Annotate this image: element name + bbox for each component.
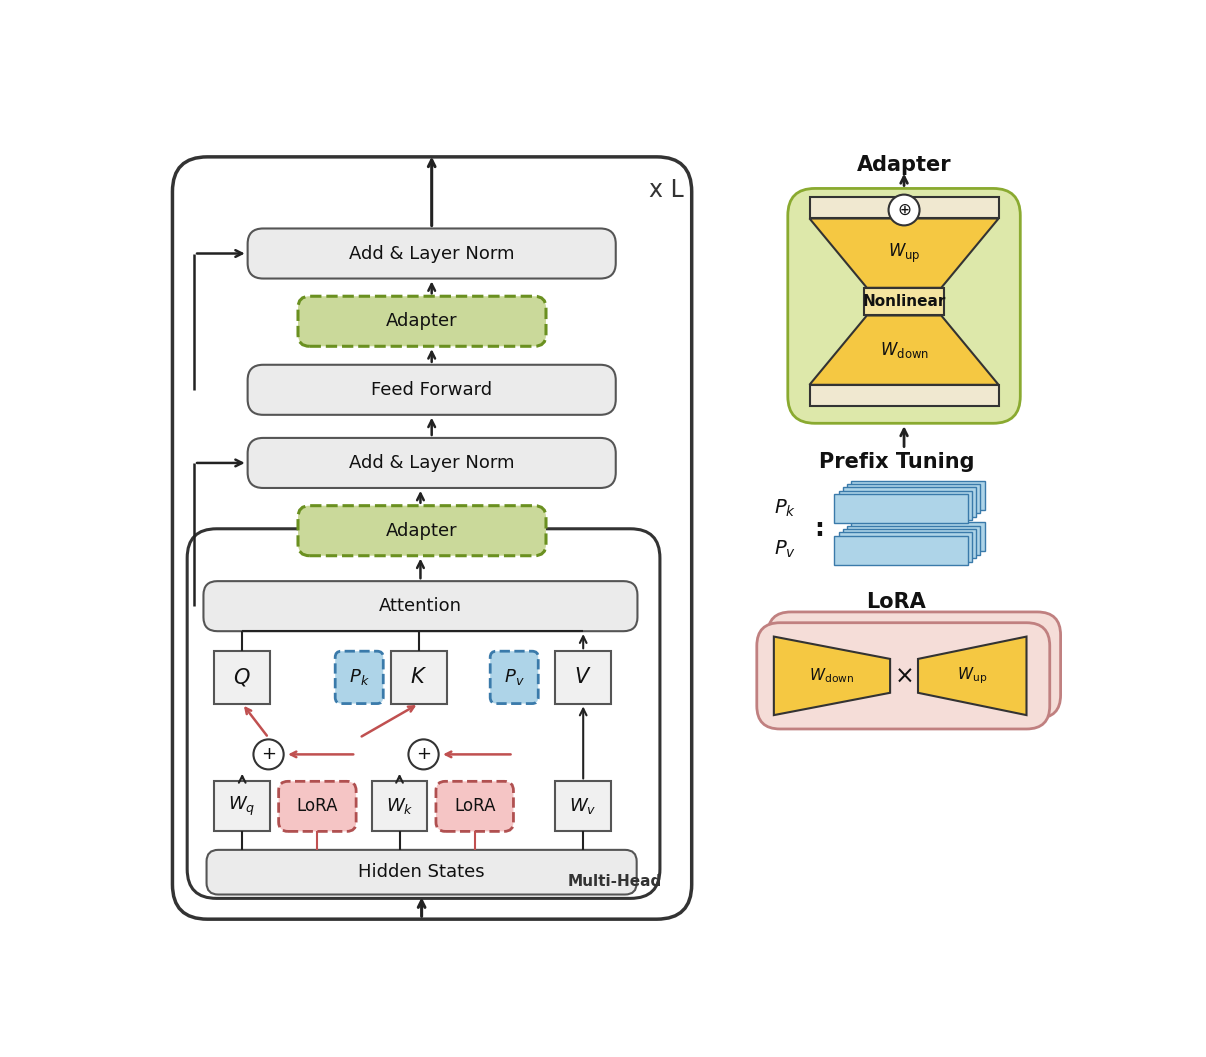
FancyBboxPatch shape xyxy=(555,781,611,832)
FancyBboxPatch shape xyxy=(809,197,999,219)
Text: $\times$: $\times$ xyxy=(894,664,913,688)
Text: $\mathbf{\it{W}}_v$: $\mathbf{\it{W}}_v$ xyxy=(569,796,597,816)
FancyBboxPatch shape xyxy=(391,651,446,704)
Text: $\mathbf{\it{K}}$: $\mathbf{\it{K}}$ xyxy=(410,667,427,687)
Text: $\mathbf{\it{Q}}$: $\mathbf{\it{Q}}$ xyxy=(234,666,251,688)
Text: $\mathbf{\it{W}}_k$: $\mathbf{\it{W}}_k$ xyxy=(386,796,414,816)
Polygon shape xyxy=(774,636,890,716)
Text: $\mathbf{\it{V}}$: $\mathbf{\it{V}}$ xyxy=(574,667,592,687)
Text: Add & Layer Norm: Add & Layer Norm xyxy=(349,453,515,471)
FancyBboxPatch shape xyxy=(838,490,972,520)
Text: Add & Layer Norm: Add & Layer Norm xyxy=(349,244,515,262)
FancyBboxPatch shape xyxy=(279,781,356,832)
FancyBboxPatch shape xyxy=(809,385,999,406)
Text: Hidden States: Hidden States xyxy=(358,864,485,882)
Text: Adapter: Adapter xyxy=(386,312,458,330)
FancyBboxPatch shape xyxy=(768,612,1060,718)
FancyBboxPatch shape xyxy=(215,781,270,832)
Text: Attention: Attention xyxy=(379,597,462,615)
Text: ⊕: ⊕ xyxy=(897,201,911,219)
Text: Feed Forward: Feed Forward xyxy=(371,381,492,398)
FancyBboxPatch shape xyxy=(187,528,660,898)
Text: $\mathbf{\it{P}}_k$: $\mathbf{\it{P}}_k$ xyxy=(349,667,369,687)
Text: LoRA: LoRA xyxy=(297,797,338,815)
FancyBboxPatch shape xyxy=(835,494,967,523)
FancyBboxPatch shape xyxy=(298,296,546,347)
Text: +: + xyxy=(416,745,431,763)
FancyBboxPatch shape xyxy=(247,438,616,488)
FancyBboxPatch shape xyxy=(298,505,546,556)
Text: Adapter: Adapter xyxy=(386,522,458,540)
FancyBboxPatch shape xyxy=(757,623,1049,729)
FancyBboxPatch shape xyxy=(371,781,427,832)
FancyBboxPatch shape xyxy=(206,850,637,894)
Text: Multi-Head: Multi-Head xyxy=(568,874,662,889)
Text: $\mathbf{\it{P}}_v$: $\mathbf{\it{P}}_v$ xyxy=(773,539,796,560)
FancyBboxPatch shape xyxy=(847,484,980,514)
FancyBboxPatch shape xyxy=(335,651,384,704)
FancyBboxPatch shape xyxy=(843,528,976,558)
Polygon shape xyxy=(809,315,999,385)
Text: Nonlinear: Nonlinear xyxy=(862,294,946,309)
Text: $\mathbf{\it{W}}_q$: $\mathbf{\it{W}}_q$ xyxy=(228,795,256,818)
Text: +: + xyxy=(260,745,276,763)
Polygon shape xyxy=(809,219,999,288)
FancyBboxPatch shape xyxy=(843,487,976,517)
Text: $\mathbf{\it{W}}_{\mathrm{down}}$: $\mathbf{\it{W}}_{\mathrm{down}}$ xyxy=(809,667,855,685)
FancyBboxPatch shape xyxy=(838,533,972,561)
Text: Prefix Tuning: Prefix Tuning xyxy=(819,451,974,471)
FancyBboxPatch shape xyxy=(204,581,638,631)
Text: x L: x L xyxy=(649,178,684,202)
FancyBboxPatch shape xyxy=(863,288,944,315)
FancyBboxPatch shape xyxy=(847,525,980,555)
Circle shape xyxy=(409,740,439,769)
Circle shape xyxy=(889,194,919,225)
FancyBboxPatch shape xyxy=(835,536,967,565)
FancyBboxPatch shape xyxy=(851,481,984,509)
Text: $\mathbf{\it{P}}_k$: $\mathbf{\it{P}}_k$ xyxy=(773,498,796,519)
FancyBboxPatch shape xyxy=(788,188,1020,423)
FancyBboxPatch shape xyxy=(215,651,270,704)
Text: $\mathbf{\it{W}}_{\mathrm{down}}$: $\mathbf{\it{W}}_{\mathrm{down}}$ xyxy=(879,340,929,360)
Text: $\mathbf{\it{W}}_{\mathrm{up}}$: $\mathbf{\it{W}}_{\mathrm{up}}$ xyxy=(958,666,988,686)
Polygon shape xyxy=(918,636,1026,716)
Text: LoRA: LoRA xyxy=(866,592,926,612)
Text: Adapter: Adapter xyxy=(856,154,952,174)
FancyBboxPatch shape xyxy=(851,522,984,552)
FancyBboxPatch shape xyxy=(247,228,616,279)
FancyBboxPatch shape xyxy=(555,651,611,704)
Text: :: : xyxy=(814,517,824,541)
FancyBboxPatch shape xyxy=(435,781,514,832)
FancyBboxPatch shape xyxy=(247,365,616,414)
Circle shape xyxy=(253,740,283,769)
Text: $\mathbf{\it{W}}_{\mathrm{up}}$: $\mathbf{\it{W}}_{\mathrm{up}}$ xyxy=(888,241,920,264)
Text: $\mathbf{\it{P}}_v$: $\mathbf{\it{P}}_v$ xyxy=(504,667,525,687)
FancyBboxPatch shape xyxy=(172,156,692,920)
Text: LoRA: LoRA xyxy=(453,797,496,815)
FancyBboxPatch shape xyxy=(490,651,538,704)
